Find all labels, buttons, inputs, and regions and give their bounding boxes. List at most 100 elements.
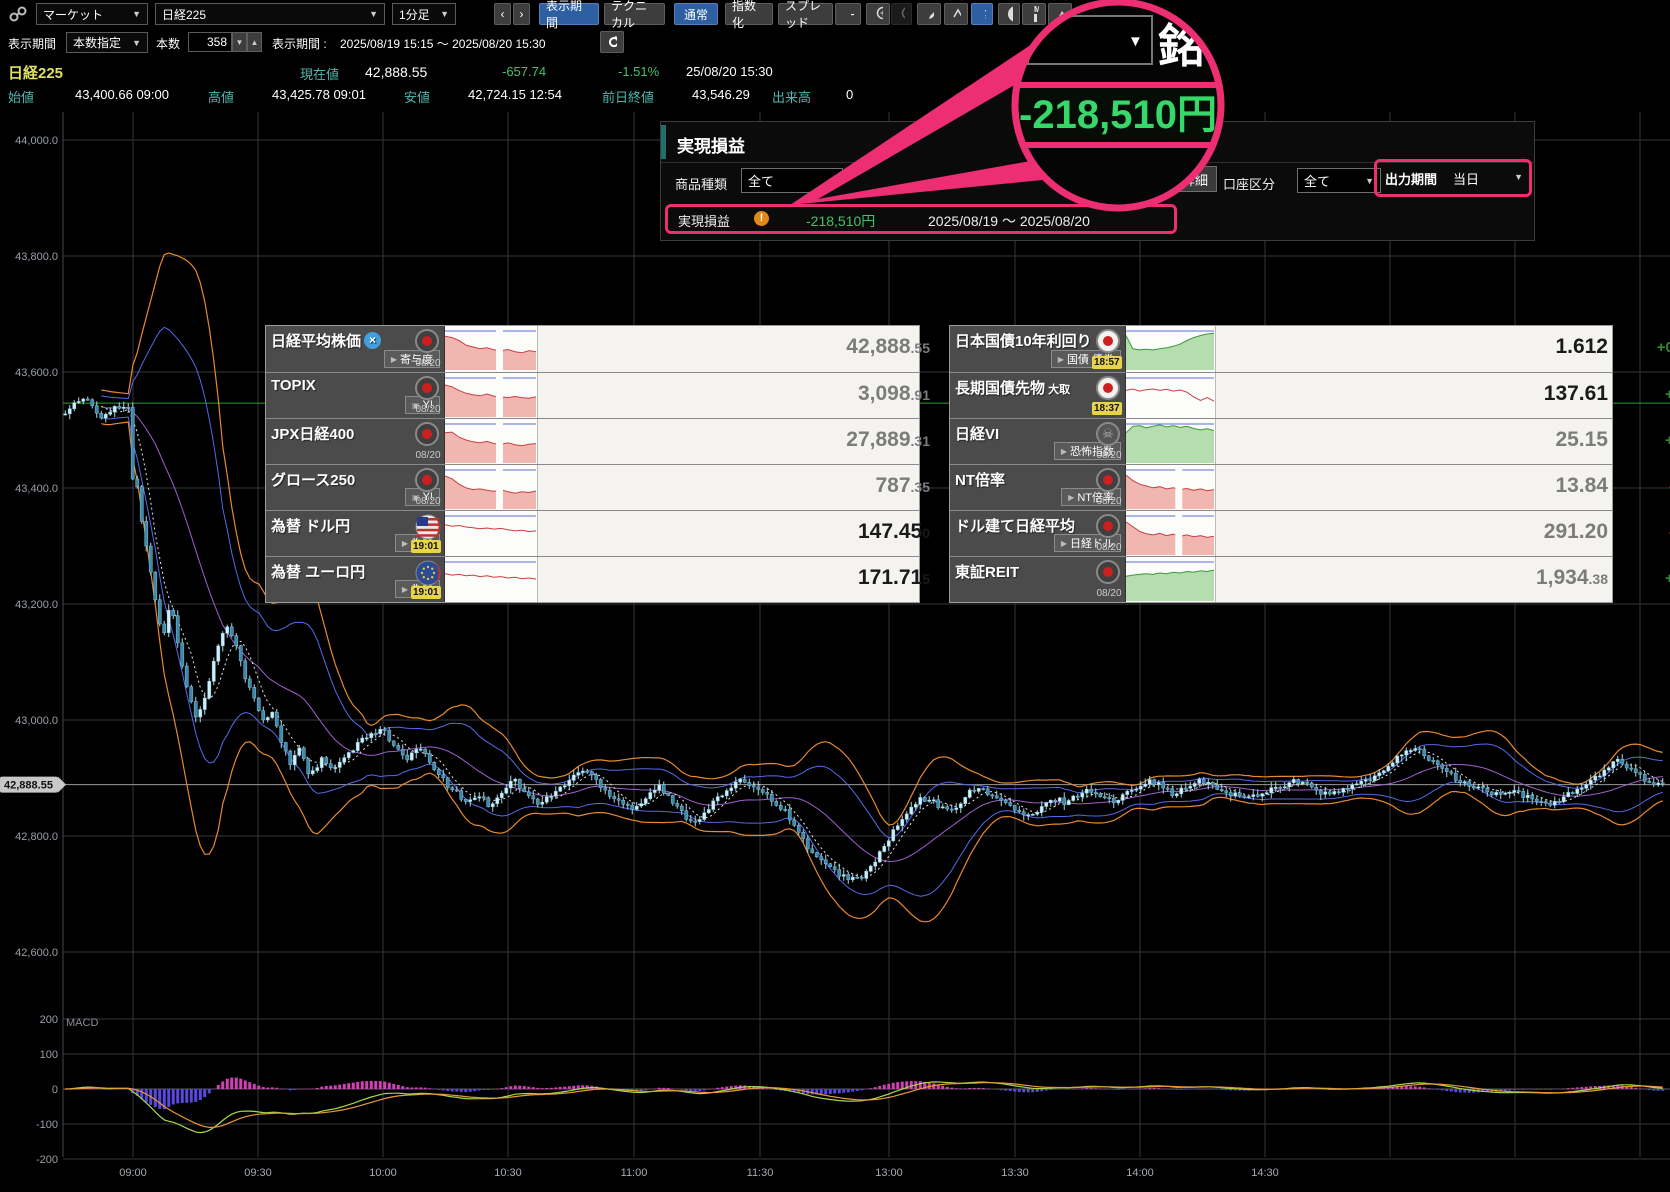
interval-select[interactable]: 1分足 ▼	[392, 3, 456, 25]
product-type-label: 商品種類	[675, 177, 728, 192]
row-values: 27,889.31-136.13▼0.49%H:28,017.22L:27,82…	[538, 419, 1193, 464]
row-icon-strip: ☠ 08/20	[1094, 419, 1124, 464]
account-type-value: 全て	[1304, 174, 1331, 189]
volume-label: 出来高	[772, 90, 812, 105]
detail-button[interactable]: 詳細	[1173, 166, 1218, 192]
table-row-left-5[interactable]: 為替 ユーロ円▶為替19:01 171.715-0.238▼0.14%H:172.…	[266, 556, 1193, 602]
table-row-left-4[interactable]: 為替 ドル円▶為替19:01 147.450-0.205▼0.14%H:147.8…	[266, 510, 1193, 556]
current-price-tag-value: 42,888.55	[4, 780, 53, 792]
table-row-right-3[interactable]: NT倍率▶NT倍率08/2013.84-0.13▼0.93%H:13.95L:1…	[950, 464, 1670, 510]
zoom-out-icon[interactable]	[891, 3, 912, 25]
close-icon[interactable]: ×	[364, 332, 382, 349]
sub-category-button[interactable]: ▶ 恐怖指数	[1053, 442, 1121, 460]
record-button[interactable]	[415, 376, 439, 400]
chart-cursor-icon[interactable]	[944, 3, 968, 25]
table-row-left-3[interactable]: グロース250▣Y!08/20 787.35-13.27▼1.66%H:799.0…	[266, 464, 1193, 510]
plus-icon[interactable]: +	[835, 3, 861, 25]
table-row-right-2[interactable]: 日経VI▶恐怖指数☠08/2025.15+0.93▲3.84%H:25.78L:…	[950, 418, 1670, 464]
info-icon[interactable]: i	[998, 3, 1020, 25]
dialog-titlebar[interactable]: 実現損益	[661, 122, 1534, 163]
last-label: 現在値	[300, 67, 340, 82]
sub-category-button[interactable]: ▶ NT倍率	[1061, 488, 1121, 506]
row-values: 787.35-13.27▼1.66%H:799.03L:787.35	[538, 465, 1193, 510]
row-values: 137.61+0.090.00%H:137.62L:137.53	[1216, 373, 1670, 418]
display-period-button[interactable]: 表示期間	[539, 0, 599, 30]
table-row-left-2[interactable]: JPX日経40008/2027,889.31-136.13▼0.49%H:28,…	[266, 418, 1193, 464]
row-values: 1.612+0.017▲1.07%H:1.612L:1.585	[1216, 326, 1670, 372]
mountain-chart-icon[interactable]	[1048, 3, 1072, 25]
indexed-button[interactable]: 指数化	[725, 0, 773, 30]
next-button[interactable]: ›	[513, 3, 530, 25]
spread-button[interactable]: スプレッド	[778, 0, 833, 30]
yahoo-link-button[interactable]: ▣ Y!	[405, 488, 440, 506]
low-label: 安値	[404, 90, 431, 105]
quote-datetime: 25/08/20 15:30	[686, 64, 773, 79]
table-row-right-4[interactable]: ドル建て日経平均▶日経ドル08/20291.20-3.55▼1.20%H:293…	[950, 510, 1670, 556]
sub-category-button[interactable]: ▶ 寄与度	[383, 350, 440, 368]
x-axis-tick: 10:00	[369, 1167, 397, 1179]
table-row-right-0[interactable]: 日本国債10年利回り▶国債 債券18:571.612+0.017▲1.07%H:…	[950, 326, 1670, 372]
link-icon[interactable]	[8, 5, 28, 28]
product-type-select[interactable]: 全て ▼	[741, 168, 843, 193]
count-mode-select[interactable]: 本数指定 ▼	[66, 32, 148, 53]
technical-button[interactable]: テクニカル	[604, 0, 665, 30]
instrument-name: 為替 ドル円	[271, 518, 351, 535]
instrument-name: 日本国債10年利回り	[955, 333, 1092, 350]
volume-value: 0	[846, 87, 854, 102]
mini-sparkline	[1125, 511, 1215, 555]
instrument-name: 為替 ユーロ円	[271, 564, 366, 581]
row-name-cell: グロース250 ▣ Y! 08/20	[266, 465, 445, 510]
sparkline-cell	[444, 419, 538, 464]
mini-sparkline	[444, 419, 537, 463]
reload-button[interactable]	[600, 31, 624, 53]
market-table-left: 日経平均株価×▶寄与度08/2042,888.55-657.74▼1.51%H:…	[265, 325, 1193, 603]
count-up-button[interactable]: ▲	[247, 32, 262, 52]
row-values: 1,934.38+8.37▲0.43%H:1,940.18L:1,923.85	[1216, 557, 1670, 602]
x-axis-tick: 09:00	[119, 1167, 147, 1179]
chevron-down-icon[interactable]: ▼	[1514, 172, 1523, 182]
prev-close-value: 43,546.29	[692, 87, 750, 102]
row-name-cell: 日経平均株価 × ▶ 寄与度 08/20	[266, 326, 445, 372]
normal-button[interactable]: 通常	[674, 3, 718, 25]
period-label: 表示期間	[8, 37, 57, 51]
market-table-right: 日本国債10年利回り▶国債 債券18:571.612+0.017▲1.07%H:…	[949, 325, 1670, 603]
record-button[interactable]	[1096, 514, 1120, 538]
record-button[interactable]	[1096, 560, 1120, 584]
x-axis-tick: 13:30	[1001, 1167, 1029, 1179]
sub-category-button[interactable]: ▶ 日経ドル	[1053, 534, 1121, 552]
japan-flag-icon[interactable]	[1096, 376, 1120, 400]
record-button[interactable]	[415, 329, 439, 353]
x-axis-tick: 10:30	[494, 1167, 522, 1179]
prev-button[interactable]: ‹	[494, 3, 511, 25]
macd-axis-tick: 100	[40, 1049, 58, 1061]
record-button[interactable]	[1096, 468, 1120, 492]
my-indicator-icon[interactable]: MY	[1022, 3, 1046, 25]
table-row-right-1[interactable]: 長期国債先物 大取18:37137.61+0.090.00%H:137.62L:…	[950, 372, 1670, 418]
pencil-icon[interactable]	[917, 3, 941, 25]
table-row-left-1[interactable]: TOPIX▣Y!08/20 3,098.91-17.72▼0.57%H:3,114…	[266, 372, 1193, 418]
realized-pl-dialog: 実現損益 商品種類 全て ▼ 銘柄 詳細 口座区分 全て ▼ 出力期間 当日 ▼…	[660, 121, 1535, 241]
record-button[interactable]	[415, 422, 439, 446]
price-change: +0.93	[1665, 432, 1670, 449]
x-axis-tick: 14:00	[1126, 1167, 1154, 1179]
yen-toggle-icon[interactable]: ¥	[971, 3, 993, 25]
macd-axis-tick: 0	[52, 1084, 58, 1096]
last-price: 171.715	[857, 566, 930, 589]
quote-date-badge: 08/20	[415, 450, 441, 461]
table-row-right-5[interactable]: 東証REIT08/201,934.38+8.37▲0.43%H:1,940.18…	[950, 556, 1670, 602]
account-type-select[interactable]: 全て ▼	[1297, 168, 1381, 193]
symbol-filter-label: 銘柄	[853, 177, 880, 192]
record-button[interactable]	[415, 468, 439, 492]
output-period-value[interactable]: 当日	[1453, 172, 1480, 187]
count-input[interactable]: 358	[188, 32, 232, 52]
zoom-in-icon[interactable]	[866, 3, 890, 25]
y-axis-tick: 43,800.0	[15, 251, 58, 263]
symbol-select[interactable]: 日経225 ▼	[155, 3, 385, 25]
count-down-button[interactable]: ▼	[232, 32, 247, 52]
japan-flag-icon[interactable]	[1096, 329, 1120, 353]
last-price: 1,934.38	[1535, 566, 1608, 589]
market-select[interactable]: マーケット ▼	[36, 3, 148, 25]
